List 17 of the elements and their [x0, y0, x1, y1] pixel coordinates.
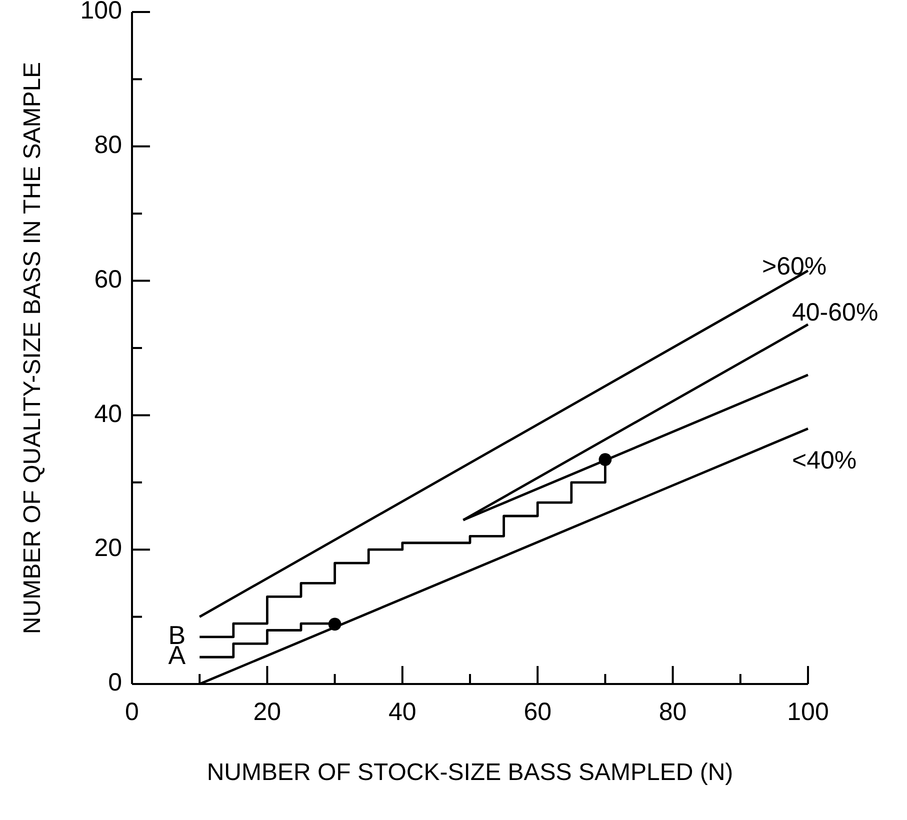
x-tick-label: 20 [253, 698, 282, 726]
y-tick-label: 100 [80, 0, 122, 25]
y-tick-label: 0 [108, 668, 122, 697]
x-tick-label: 0 [125, 698, 139, 726]
y-tick-label: 60 [94, 265, 122, 294]
x-tick-label: 40 [388, 698, 416, 726]
annotation: 40-60% [792, 298, 878, 327]
annotation: >60% [762, 252, 827, 281]
annotation: <40% [792, 446, 857, 475]
y-tick-label: 40 [94, 400, 122, 428]
x-tick-label: 60 [524, 698, 552, 726]
y-tick-label: 20 [94, 534, 122, 562]
x-tick-label: 100 [787, 698, 829, 726]
x-tick-label: 80 [658, 698, 687, 726]
y-tick-label: 80 [94, 131, 122, 160]
x-axis-title: NUMBER OF STOCK-SIZE BASS SAMPLED (N) [206, 759, 734, 786]
y-axis-title: NUMBER OF QUALITY-SIZE BASS IN THE SAMPLE [19, 62, 46, 634]
